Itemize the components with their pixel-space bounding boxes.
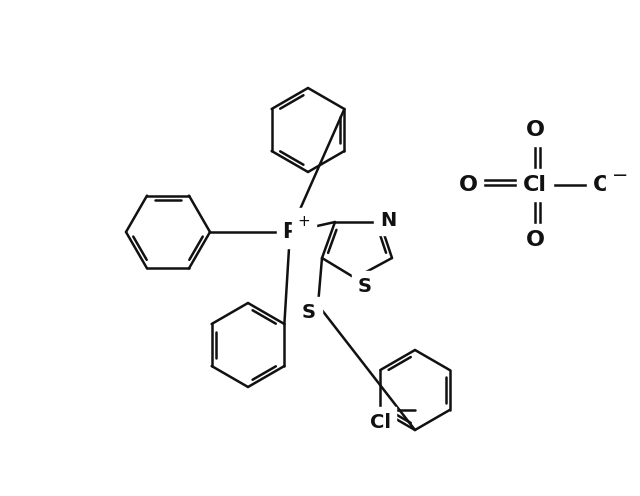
Text: O: O: [593, 175, 611, 195]
Text: −: −: [612, 166, 628, 185]
Text: +: +: [298, 213, 310, 229]
Text: P: P: [282, 222, 298, 242]
Text: S: S: [358, 276, 372, 296]
Text: Cl: Cl: [523, 175, 547, 195]
Text: O: O: [525, 120, 545, 140]
Text: O: O: [458, 175, 477, 195]
Text: O: O: [525, 230, 545, 250]
Text: N: N: [380, 210, 396, 230]
Text: Cl: Cl: [370, 413, 391, 432]
Text: S: S: [302, 303, 316, 321]
